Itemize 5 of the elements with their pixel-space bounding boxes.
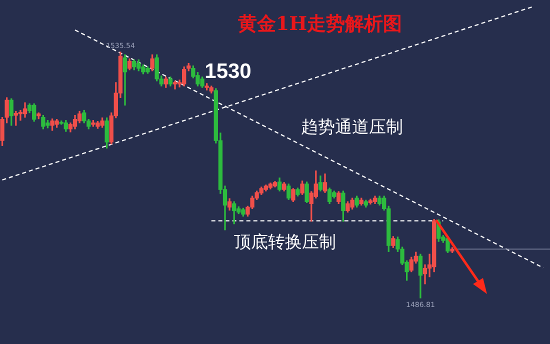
annotation: 顶底转换压制 [234,232,336,252]
chart-title: 黄金1H走势解析图 [236,12,402,35]
annotation: 1530 [204,60,252,83]
annotation: 趋势通道压制 [301,117,403,138]
candlestick [172,80,178,90]
